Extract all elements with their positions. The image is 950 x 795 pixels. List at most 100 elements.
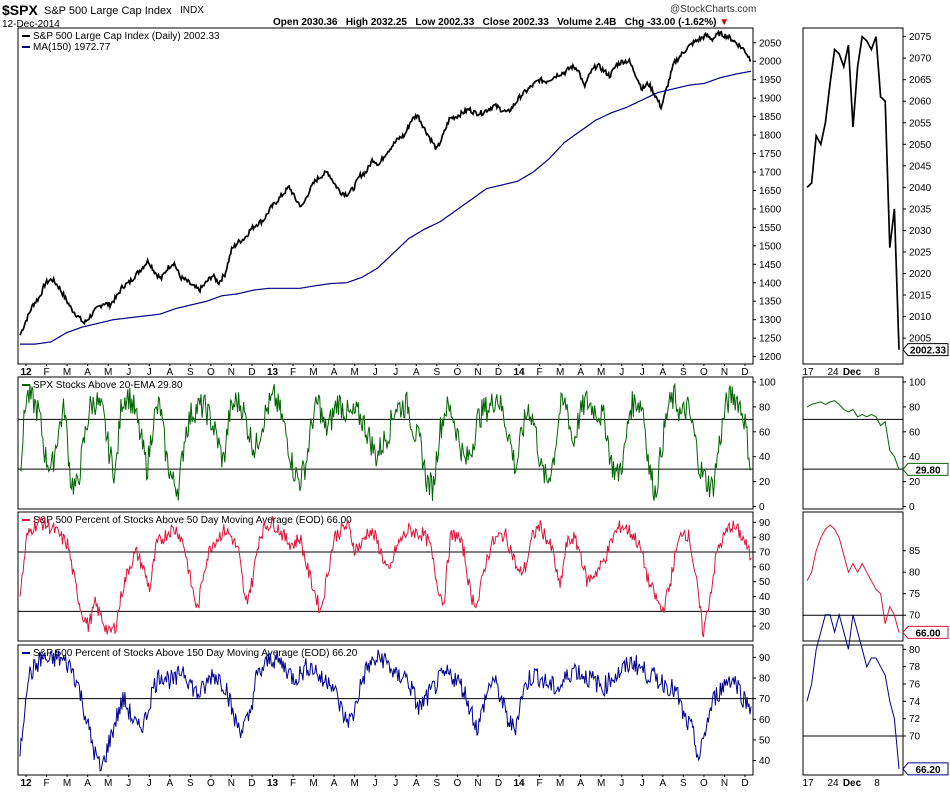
y-tick-label-price: 1350 [759,297,782,308]
y-tick-label-price: 1400 [759,278,782,289]
x-tick-label: J [373,778,378,789]
y-tick-label-ma50: 40 [759,592,771,603]
zoom-y-tick-label-price: 2055 [909,118,932,129]
x-tick-label: O [454,367,462,378]
zoom-y-tick-label-price: 2035 [909,204,932,215]
x-tick-label: O [454,778,462,789]
zoom-y-tick-label-price: 2025 [909,248,932,259]
y-tick-label-price: 1450 [759,260,782,271]
zoom-x-tick-label: 8 [874,778,880,789]
zoom-y-tick-label-price: 2005 [909,334,932,345]
x-tick-label: 12 [20,367,32,378]
y-tick-label-ema20: 20 [759,477,771,488]
last-value-tag-price [902,343,949,357]
x-tick-label: D [248,778,255,789]
legend-entry-ma50: S&P 500 Percent of Stocks Above 50 Day M… [33,515,352,526]
legend-entry-ema20: SPX Stocks Above 20-EMA 29.80 [33,380,183,391]
zoom-y-tick-label-ma50: 75 [909,589,921,600]
x-tick-label: F [537,367,543,378]
x-tick-label: N [474,778,481,789]
down-arrow-icon: ▼ [719,17,730,28]
x-tick-label: M [597,367,605,378]
x-tick-label: M [104,367,112,378]
x-tick-label: S [187,367,194,378]
zoom-y-tick-label-price: 2030 [909,226,932,237]
x-tick-label: M [351,367,359,378]
x-tick-label: M [63,367,71,378]
x-tick-label: A [331,778,338,789]
price-series-line [19,29,752,336]
y-tick-label-ma150: 50 [759,735,771,746]
volume-value: Volume 2.4B [557,17,617,28]
y-tick-label-price: 1800 [759,131,782,142]
low-value: Low 2002.33 [415,17,475,28]
zoom-y-tick-label-ma150: 76 [909,680,921,691]
zoom-x-tick-label: 24 [827,367,839,378]
y-tick-label-ma150: 40 [759,756,771,767]
ma150-series-line [20,70,752,345]
x-tick-label: N [721,778,728,789]
x-tick-label: A [659,367,666,378]
y-tick-label-ema20: 40 [759,452,771,463]
x-tick-label: J [126,367,131,378]
y-tick-label-price: 1300 [759,315,782,326]
zoom-y-tick-label-ma150: 74 [909,697,921,708]
last-value-tag-ma150 [902,762,949,776]
y-tick-label-ma50: 70 [759,548,771,559]
x-tick-label: M [63,778,71,789]
zoom-series-line-price [806,34,900,350]
zoom-x-tick-label: 8 [874,367,880,378]
x-tick-label: O [207,778,215,789]
last-value-label-ma50: 66.00 [915,628,940,639]
zoom-series-line-ma150 [806,612,900,769]
y-tick-label-ma150: 80 [759,674,771,685]
x-tick-label: N [474,367,481,378]
x-tick-label: F [290,778,296,789]
zoom-y-tick-label-ema20: 20 [909,477,921,488]
y-tick-label-ma50: 50 [759,577,771,588]
x-tick-label: A [413,778,420,789]
zoom-y-tick-label-price: 2015 [909,291,932,302]
zoom-y-tick-label-price: 2050 [909,140,932,151]
y-tick-label-ema20: 100 [759,377,776,388]
y-tick-label-ma50: 90 [759,518,771,529]
zoom-frame-ma50 [802,511,904,642]
y-tick-label-ma150: 90 [759,653,771,664]
y-tick-label-price: 1500 [759,241,782,252]
zoom-frame-ma150 [802,644,904,776]
zoom-x-tick-label: 17 [802,367,814,378]
zoom-y-tick-label-ema20: 100 [909,377,926,388]
last-value-tag-ma50 [902,625,949,639]
zoom-y-tick-label-ma50: 80 [909,568,921,579]
y-tick-label-price: 2000 [759,57,782,68]
y-tick-label-price: 1200 [759,352,782,363]
zoom-x-tick-label: 24 [827,778,839,789]
legend-entry-ma150: S&P 500 Percent of Stocks Above 150 Day … [33,648,358,659]
watermark: @StockCharts.com [670,4,757,15]
x-tick-label: A [413,367,420,378]
x-tick-label: D [495,367,502,378]
x-tick-label: D [741,367,748,378]
x-tick-label: M [556,367,564,378]
zoom-y-tick-label-price: 2040 [909,183,932,194]
x-tick-label: 14 [513,367,525,378]
zoom-y-tick-label-price: 2065 [909,75,932,86]
exchange: INDX [180,5,204,16]
zoom-y-tick-label-ema20: 40 [909,452,921,463]
zoom-y-tick-label-ma150: 80 [909,645,921,656]
x-tick-label: 13 [267,367,279,378]
y-tick-label-price: 1700 [759,168,782,179]
panel-frame-ma150 [17,644,754,776]
x-tick-label: N [228,367,235,378]
x-tick-label: F [43,367,49,378]
y-tick-label-price: 1750 [759,149,782,160]
change-value: Chg -33.00 (-1.62%) [624,17,717,28]
y-tick-label-price: 2050 [759,38,782,49]
x-tick-label: D [741,778,748,789]
x-tick-label: M [351,778,359,789]
zoom-y-tick-label-price: 2070 [909,54,932,65]
x-tick-label: N [228,778,235,789]
high-value: High 2032.25 [345,17,407,28]
zoom-frame-price [802,27,904,365]
